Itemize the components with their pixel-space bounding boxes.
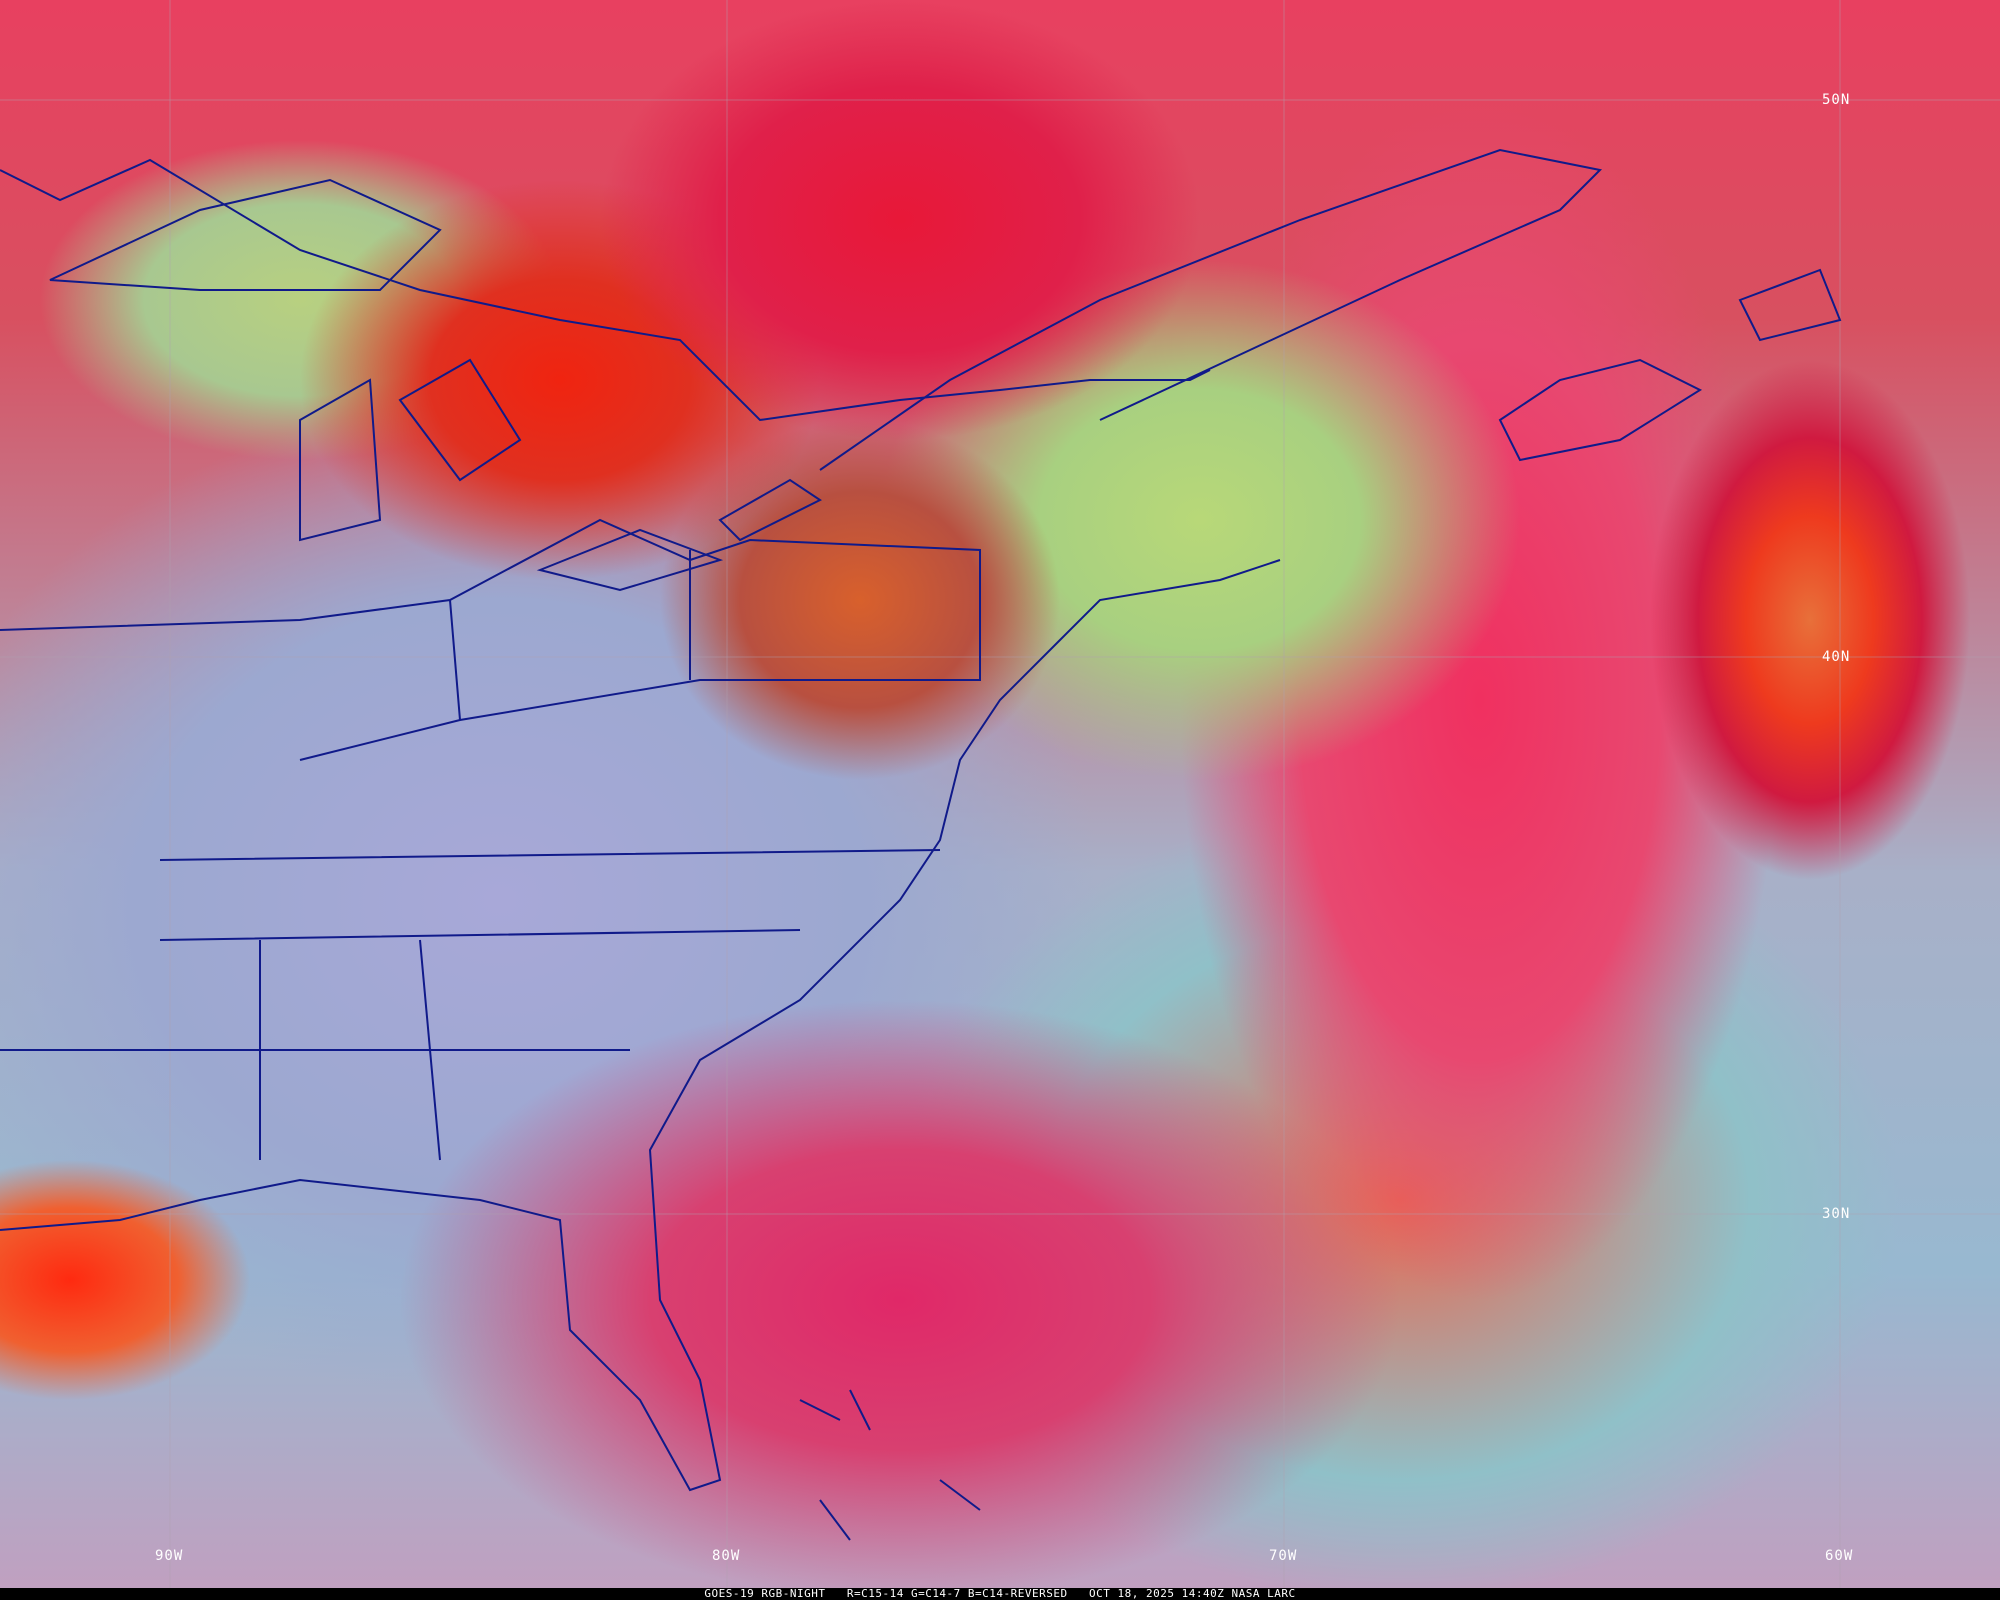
caption-source: NASA LARC [1231,1587,1296,1600]
great-lakes [49,178,822,592]
caption-datetime: OCT 18, 2025 14:40Z [1089,1587,1225,1600]
state-borders [0,518,981,1161]
us-canada-border [0,158,1211,422]
image-caption-bar: GOES-19 RGB-NIGHT R=C15-14 G=C14-7 B=C14… [0,1588,2000,1600]
caption-product: GOES-19 RGB-NIGHT [704,1587,826,1600]
lon-label-80w: 80W [712,1548,741,1564]
st-lawrence [819,148,1603,471]
bahamas [799,1389,981,1541]
maritimes [1498,268,1842,462]
east-coast [0,559,1281,1492]
lat-label-40n: 40N [1822,649,1851,665]
caption-channels: R=C15-14 G=C14-7 B=C14-REVERSED [846,1587,1068,1600]
coastlines-and-borders [0,148,1842,1541]
lon-label-70w: 70W [1269,1548,1298,1564]
lon-label-90w: 90W [155,1548,184,1564]
lat-label-50n: 50N [1822,92,1851,108]
lon-label-60w: 60W [1825,1548,1854,1564]
lat-label-30n: 30N [1822,1206,1851,1222]
